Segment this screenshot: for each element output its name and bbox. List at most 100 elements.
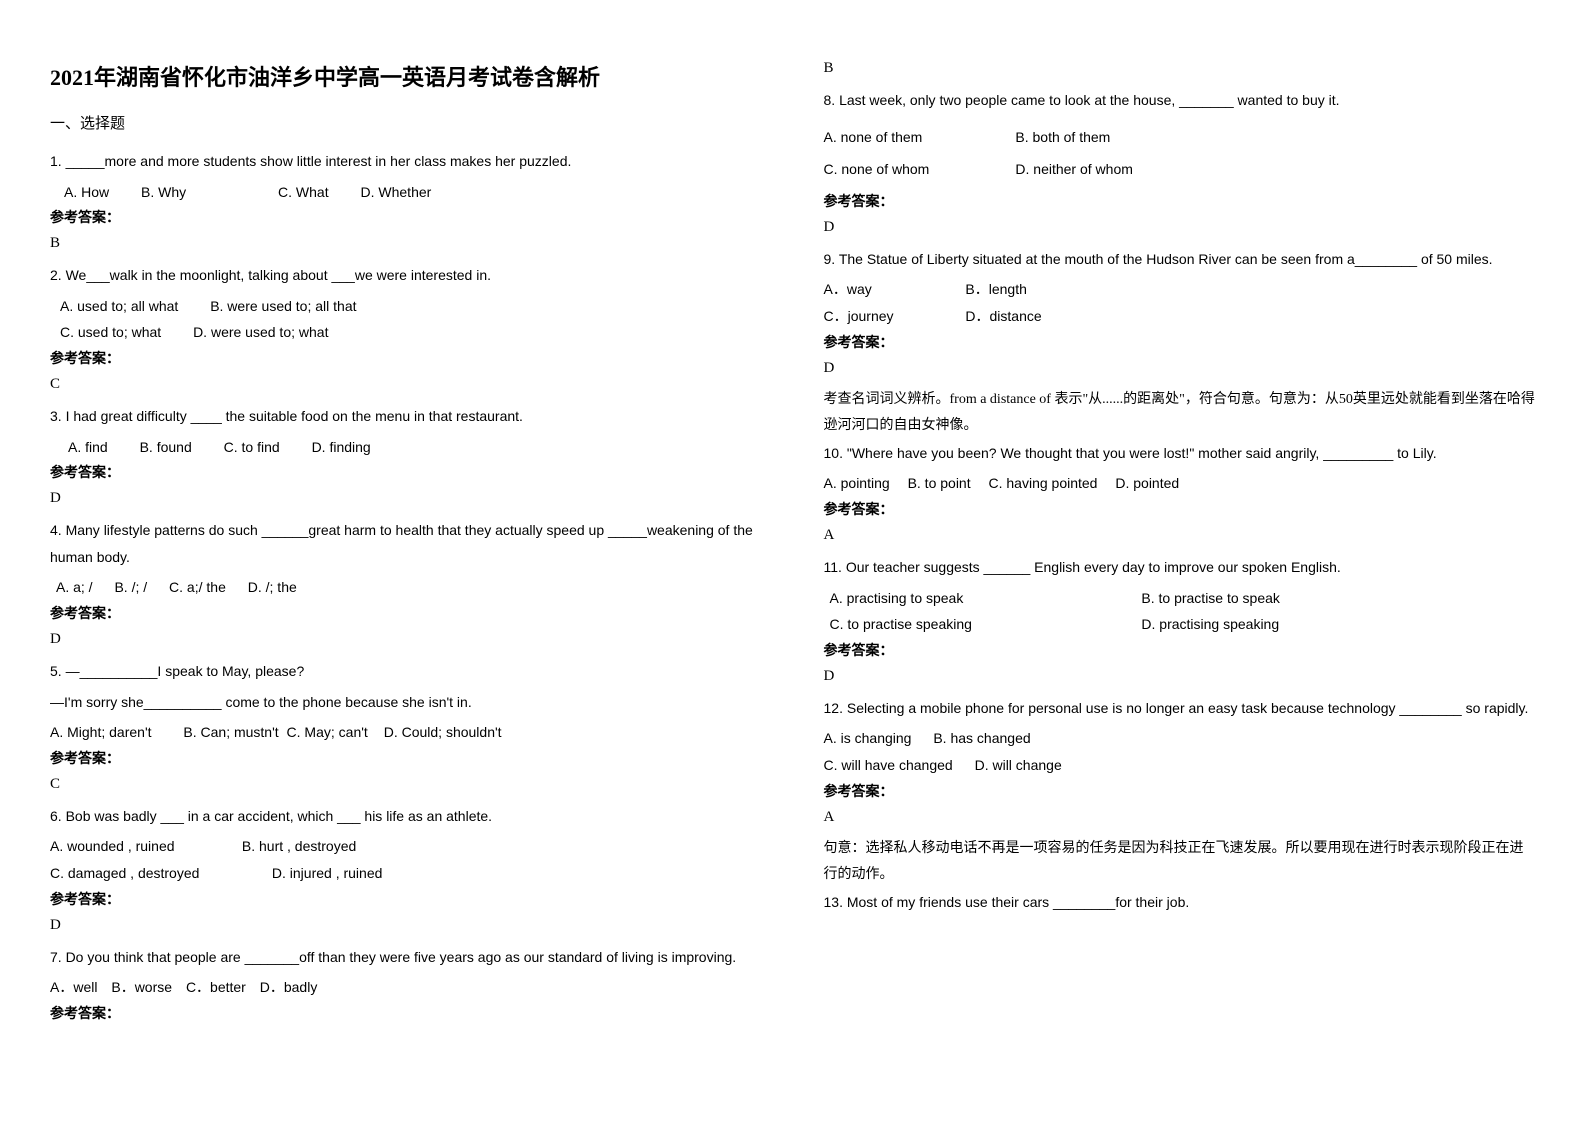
q2-options-l1: A. used to; all what B. were used to; al… <box>50 293 764 320</box>
q7-answer-label: 参考答案： <box>50 1003 764 1023</box>
q6-options-l2: C. damaged , destroyed D. injured , ruin… <box>50 860 764 887</box>
q1-opt-d: D. Whether <box>361 179 432 206</box>
q9-explain: 考查名词词义辨析。from a distance of 表示"从......的距… <box>824 387 1538 440</box>
q11-opt-c: C. to practise speaking <box>830 611 1110 638</box>
q1-opt-a: A. How <box>64 179 109 206</box>
q9-answer: D <box>824 360 1538 377</box>
q9-opt-d: D．distance <box>965 303 1041 330</box>
q12-answer-label: 参考答案： <box>824 781 1538 801</box>
q7-opt-c: C．better <box>186 974 246 1001</box>
q6-options-l1: A. wounded , ruined B. hurt , destroyed <box>50 833 764 860</box>
q6-opt-b: B. hurt , destroyed <box>242 833 356 860</box>
q5-opt-a: A. Might; daren't <box>50 719 152 746</box>
q12-answer: A <box>824 809 1538 826</box>
q12-explain: 句意：选择私人移动电话不再是一项容易的任务是因为科技正在飞速发展。所以要用现在进… <box>824 836 1538 889</box>
q2-opt-c: C. used to; what <box>60 319 161 346</box>
q1-opt-b: B. Why <box>141 179 186 206</box>
q1-answer-label: 参考答案： <box>50 207 764 227</box>
q5-opt-d: D. Could; shouldn't <box>384 719 502 746</box>
q5-text2: —I'm sorry she__________ come to the pho… <box>50 689 764 716</box>
q2-opt-d: D. were used to; what <box>193 319 328 346</box>
q4-opt-c: C. a;/ the <box>169 574 226 601</box>
q9-opt-b: B．length <box>965 276 1026 303</box>
q8-opt-a: A. none of them <box>824 124 984 151</box>
q12-text: 12. Selecting a mobile phone for persona… <box>824 695 1538 722</box>
q5-opt-b: B. Can; mustn't <box>183 719 278 746</box>
q3-text: 3. I had great difficulty ____ the suita… <box>50 403 764 430</box>
q11-opt-d: D. practising speaking <box>1141 611 1279 638</box>
q12-opt-b: B. has changed <box>933 725 1030 752</box>
q3-opt-d: D. finding <box>312 434 371 461</box>
q2-options-l2: C. used to; what D. were used to; what <box>50 319 764 346</box>
q8-opt-c: C. none of whom <box>824 156 984 183</box>
q5-opt-c: C. May; can't <box>287 719 368 746</box>
q11-answer: D <box>824 668 1538 685</box>
q12-options-l2: C. will have changed D. will change <box>824 752 1538 779</box>
q5-options: A. Might; daren't B. Can; mustn't C. May… <box>50 719 764 746</box>
q6-opt-d: D. injured , ruined <box>272 860 383 887</box>
q8-text: 8. Last week, only two people came to lo… <box>824 87 1538 114</box>
q6-opt-c: C. damaged , destroyed <box>50 860 240 887</box>
q3-options: A. find B. found C. to find D. finding <box>50 434 764 461</box>
q3-answer-label: 参考答案： <box>50 462 764 482</box>
exam-title: 2021年湖南省怀化市油洋乡中学高一英语月考试卷含解析 <box>50 60 764 92</box>
q10-opt-a: A. pointing <box>824 470 890 497</box>
q7-options: A．well B．worse C．better D．badly <box>50 974 764 1001</box>
q7-opt-d: D．badly <box>260 974 318 1001</box>
q9-options-l1: A．way B．length <box>824 276 1538 303</box>
right-column: B 8. Last week, only two people came to … <box>824 60 1538 1023</box>
q1-text: 1. _____more and more students show litt… <box>50 148 764 175</box>
q6-answer: D <box>50 917 764 934</box>
q12-opt-d: D. will change <box>975 752 1062 779</box>
q5-answer: C <box>50 776 764 793</box>
q4-answer: D <box>50 631 764 648</box>
q8-answer: D <box>824 219 1538 236</box>
q8-options-l1: A. none of them B. both of them <box>824 124 1538 151</box>
q11-opt-b: B. to practise to speak <box>1141 585 1280 612</box>
q3-opt-b: B. found <box>140 434 192 461</box>
q7-answer: B <box>824 60 1538 77</box>
q2-opt-b: B. were used to; all that <box>210 293 356 320</box>
q4-options: A. a; / B. /; / C. a;/ the D. /; the <box>50 574 764 601</box>
q9-answer-label: 参考答案： <box>824 332 1538 352</box>
q7-opt-a: A．well <box>50 974 97 1001</box>
q10-answer-label: 参考答案： <box>824 499 1538 519</box>
q8-answer-label: 参考答案： <box>824 191 1538 211</box>
left-column: 2021年湖南省怀化市油洋乡中学高一英语月考试卷含解析 一、选择题 1. ___… <box>50 60 764 1023</box>
q9-text: 9. The Statue of Liberty situated at the… <box>824 246 1538 273</box>
q4-opt-d: D. /; the <box>248 574 297 601</box>
q6-text: 6. Bob was badly ___ in a car accident, … <box>50 803 764 830</box>
q13-text: 13. Most of my friends use their cars __… <box>824 889 1538 916</box>
q3-opt-a: A. find <box>68 434 108 461</box>
q9-options-l2: C．journey D．distance <box>824 303 1538 330</box>
q11-answer-label: 参考答案： <box>824 640 1538 660</box>
q7-text: 7. Do you think that people are _______o… <box>50 944 764 971</box>
q10-answer: A <box>824 527 1538 544</box>
q12-opt-c: C. will have changed <box>824 752 953 779</box>
q2-text: 2. We___walk in the moonlight, talking a… <box>50 262 764 289</box>
q2-opt-a: A. used to; all what <box>60 293 178 320</box>
q6-opt-a: A. wounded , ruined <box>50 833 210 860</box>
q1-opt-c: C. What <box>278 179 329 206</box>
q3-answer: D <box>50 490 764 507</box>
q11-text: 11. Our teacher suggests ______ English … <box>824 554 1538 581</box>
q10-opt-c: C. having pointed <box>989 470 1098 497</box>
q11-options-l1: A. practising to speak B. to practise to… <box>824 585 1538 612</box>
section-header: 一、选择题 <box>50 112 764 133</box>
q7-opt-b: B．worse <box>111 974 172 1001</box>
q9-opt-c: C．journey <box>824 303 934 330</box>
q12-opt-a: A. is changing <box>824 725 912 752</box>
q8-opt-d: D. neither of whom <box>1015 156 1133 183</box>
q5-text1: 5. —__________I speak to May, please? <box>50 658 764 685</box>
q1-answer: B <box>50 235 764 252</box>
q8-opt-b: B. both of them <box>1015 124 1110 151</box>
q10-text: 10. "Where have you been? We thought tha… <box>824 440 1538 467</box>
q3-opt-c: C. to find <box>224 434 280 461</box>
q1-options: A. How B. Why C. What D. Whether <box>50 179 764 206</box>
q10-options: A. pointing B. to point C. having pointe… <box>824 470 1538 497</box>
q4-opt-a: A. a; / <box>56 574 93 601</box>
page-container: 2021年湖南省怀化市油洋乡中学高一英语月考试卷含解析 一、选择题 1. ___… <box>0 0 1587 1083</box>
q11-options-l2: C. to practise speaking D. practising sp… <box>824 611 1538 638</box>
q10-opt-b: B. to point <box>908 470 971 497</box>
q6-answer-label: 参考答案： <box>50 889 764 909</box>
